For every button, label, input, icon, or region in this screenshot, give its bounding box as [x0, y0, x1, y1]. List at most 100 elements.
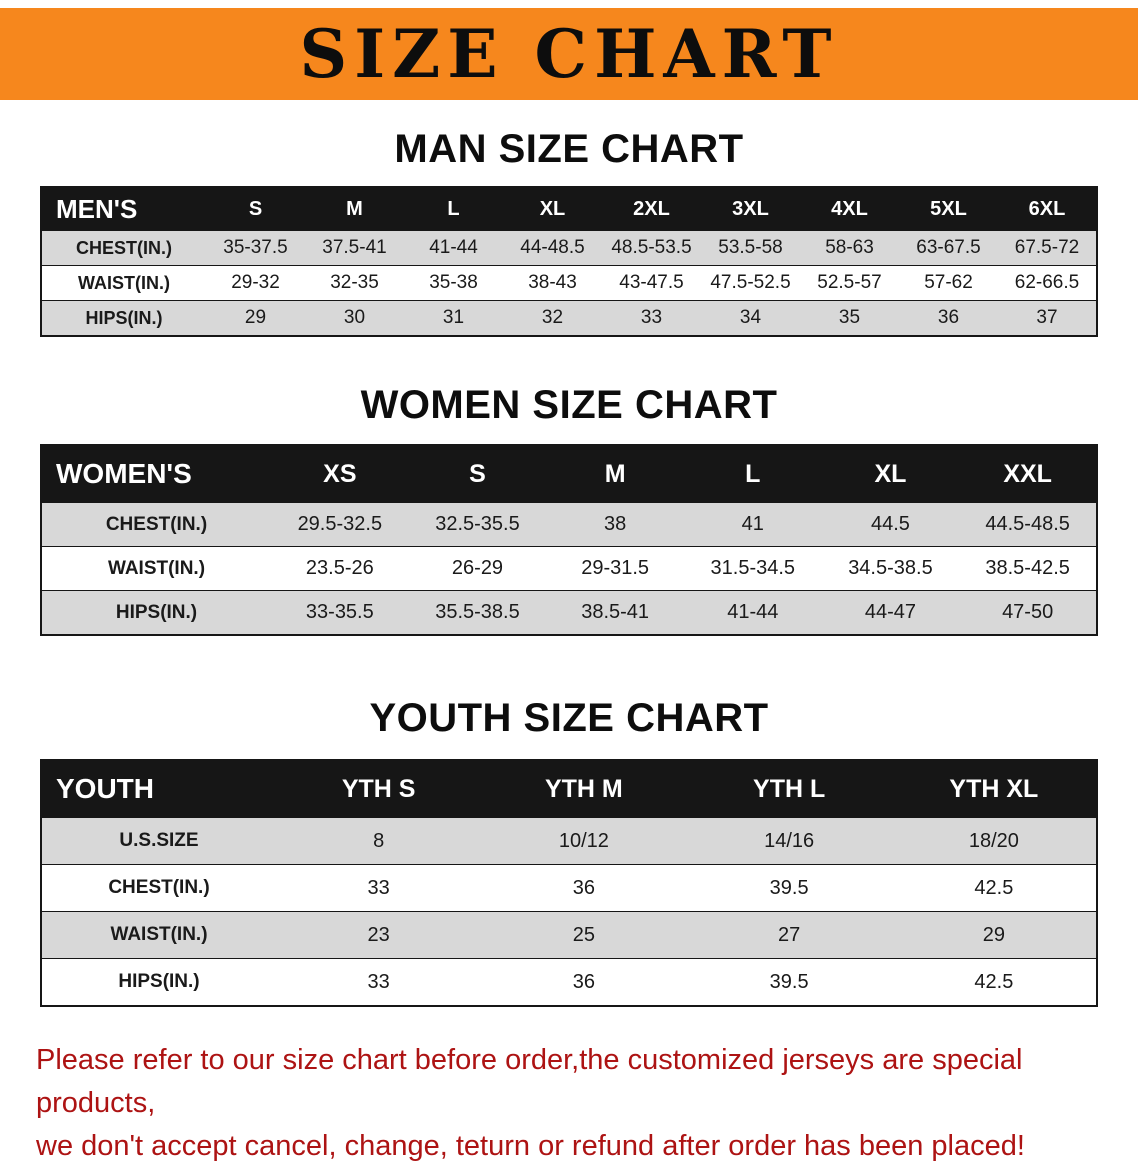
- measurement-row: HIPS(IN.) 29 30 31 32 33 34 35 36 37: [41, 300, 1097, 336]
- value-cell: 29-31.5: [546, 546, 684, 591]
- value-cell: 37: [998, 300, 1097, 336]
- size-header-cell: 2XL: [602, 187, 701, 231]
- value-cell: 25: [481, 911, 687, 959]
- page-title: SIZE CHART: [299, 15, 839, 93]
- value-cell: 39.5: [686, 958, 892, 1006]
- value-cell: 23: [276, 911, 482, 959]
- size-header-cell: XL: [503, 187, 602, 231]
- table-header-row: WOMEN'S XS S M L XL XXL: [41, 445, 1097, 503]
- value-cell: 36: [481, 864, 687, 912]
- measurement-row: CHEST(IN.) 33 36 39.5 42.5: [41, 864, 1097, 912]
- value-cell: 34: [701, 300, 800, 336]
- size-header-cell: S: [206, 187, 305, 231]
- value-cell: 35-38: [404, 265, 503, 301]
- value-cell: 33: [276, 958, 482, 1006]
- size-header-cell: M: [546, 445, 684, 503]
- row-label-cell: HIPS(IN.): [41, 958, 276, 1006]
- value-cell: 38: [546, 502, 684, 547]
- value-cell: 35-37.5: [206, 230, 305, 266]
- value-cell: 36: [481, 958, 687, 1006]
- value-cell: 48.5-53.5: [602, 230, 701, 266]
- table-header-row: YOUTH YTH S YTH M YTH L YTH XL: [41, 760, 1097, 818]
- value-cell: 57-62: [899, 265, 998, 301]
- value-cell: 29: [206, 300, 305, 336]
- size-chart-banner: SIZE CHART: [0, 8, 1138, 100]
- value-cell: 37.5-41: [305, 230, 404, 266]
- value-cell: 44.5-48.5: [959, 502, 1097, 547]
- mens-size-table: MEN'S S M L XL 2XL 3XL 4XL 5XL 6XL CHEST(IN.) 35-37…: [40, 186, 1098, 337]
- row-label-cell: CHEST(IN.): [41, 230, 206, 266]
- value-cell: 53.5-58: [701, 230, 800, 266]
- value-cell: 32: [503, 300, 602, 336]
- value-cell: 52.5-57: [800, 265, 899, 301]
- size-header-cell: L: [683, 445, 822, 503]
- size-header-cell: 3XL: [701, 187, 800, 231]
- size-header-cell: YTH M: [481, 760, 687, 818]
- value-cell: 33-35.5: [271, 590, 409, 635]
- table-title-cell: WOMEN'S: [41, 445, 271, 503]
- measurement-row: CHEST(IN.) 35-37.5 37.5-41 41-44 44-48.5 48.5…: [41, 230, 1097, 266]
- mens-section-heading: MAN SIZE CHART: [394, 127, 744, 171]
- value-cell: 35.5-38.5: [408, 590, 547, 635]
- row-label-cell: U.S.SIZE: [41, 817, 276, 865]
- size-header-cell: 6XL: [998, 187, 1097, 231]
- value-cell: 33: [276, 864, 482, 912]
- mens-size-section: MAN SIZE CHART MEN'S S M L XL 2XL 3XL 4XL 5XL 6XL…: [0, 127, 1138, 337]
- table-title-cell: MEN'S: [41, 187, 206, 231]
- value-cell: 41-44: [404, 230, 503, 266]
- youth-section-heading: YOUTH SIZE CHART: [369, 696, 769, 740]
- size-header-cell: YTH S: [276, 760, 482, 818]
- value-cell: 34.5-38.5: [821, 546, 960, 591]
- value-cell: 43-47.5: [602, 265, 701, 301]
- value-cell: 41: [683, 502, 822, 547]
- value-cell: 42.5: [891, 958, 1097, 1006]
- value-cell: 10/12: [481, 817, 687, 865]
- value-cell: 62-66.5: [998, 265, 1097, 301]
- value-cell: 39.5: [686, 864, 892, 912]
- value-cell: 18/20: [891, 817, 1097, 865]
- value-cell: 42.5: [891, 864, 1097, 912]
- value-cell: 44-48.5: [503, 230, 602, 266]
- value-cell: 38.5-41: [546, 590, 684, 635]
- value-cell: 23.5-26: [271, 546, 409, 591]
- disclaimer-line-1: Please refer to our size chart before or…: [36, 1044, 1023, 1119]
- value-cell: 58-63: [800, 230, 899, 266]
- size-header-cell: YTH L: [686, 760, 892, 818]
- womens-section-heading: WOMEN SIZE CHART: [360, 383, 778, 427]
- value-cell: 14/16: [686, 817, 892, 865]
- value-cell: 30: [305, 300, 404, 336]
- row-label-cell: WAIST(IN.): [41, 265, 206, 301]
- size-header-cell: 4XL: [800, 187, 899, 231]
- value-cell: 8: [276, 817, 482, 865]
- table-header-row: MEN'S S M L XL 2XL 3XL 4XL 5XL 6XL: [41, 187, 1097, 231]
- value-cell: 27: [686, 911, 892, 959]
- row-label-cell: WAIST(IN.): [41, 546, 271, 591]
- measurement-row: U.S.SIZE 8 10/12 14/16 18/20: [41, 817, 1097, 865]
- size-header-cell: YTH XL: [891, 760, 1097, 818]
- row-label-cell: CHEST(IN.): [41, 864, 276, 912]
- row-label-cell: HIPS(IN.): [41, 300, 206, 336]
- womens-size-section: WOMEN SIZE CHART WOMEN'S XS S M L XL XXL CHEST(…: [0, 383, 1138, 636]
- size-header-cell: L: [404, 187, 503, 231]
- size-header-cell: XXL: [959, 445, 1097, 503]
- value-cell: 32-35: [305, 265, 404, 301]
- measurement-row: HIPS(IN.) 33-35.5 35.5-38.5 38.5-41 41-44 44-…: [41, 590, 1097, 635]
- size-header-cell: XL: [821, 445, 960, 503]
- row-label-cell: CHEST(IN.): [41, 502, 271, 547]
- measurement-row: WAIST(IN.) 23 25 27 29: [41, 911, 1097, 959]
- measurement-row: WAIST(IN.) 29-32 32-35 35-38 38-43 43-47.5 47.…: [41, 265, 1097, 301]
- value-cell: 67.5-72: [998, 230, 1097, 266]
- value-cell: 26-29: [408, 546, 547, 591]
- table-title-cell: YOUTH: [41, 760, 276, 818]
- value-cell: 36: [899, 300, 998, 336]
- value-cell: 41-44: [683, 590, 822, 635]
- value-cell: 29: [891, 911, 1097, 959]
- value-cell: 44-47: [821, 590, 960, 635]
- measurement-row: CHEST(IN.) 29.5-32.5 32.5-35.5 38 41 44.5 44.5…: [41, 502, 1097, 547]
- value-cell: 29.5-32.5: [271, 502, 409, 547]
- youth-size-section: YOUTH SIZE CHART YOUTH YTH S YTH M YTH L YTH…: [0, 696, 1138, 1007]
- row-label-cell: WAIST(IN.): [41, 911, 276, 959]
- disclaimer-line-2: we don't accept cancel, change, teturn o…: [36, 1130, 1025, 1162]
- size-header-cell: 5XL: [899, 187, 998, 231]
- value-cell: 63-67.5: [899, 230, 998, 266]
